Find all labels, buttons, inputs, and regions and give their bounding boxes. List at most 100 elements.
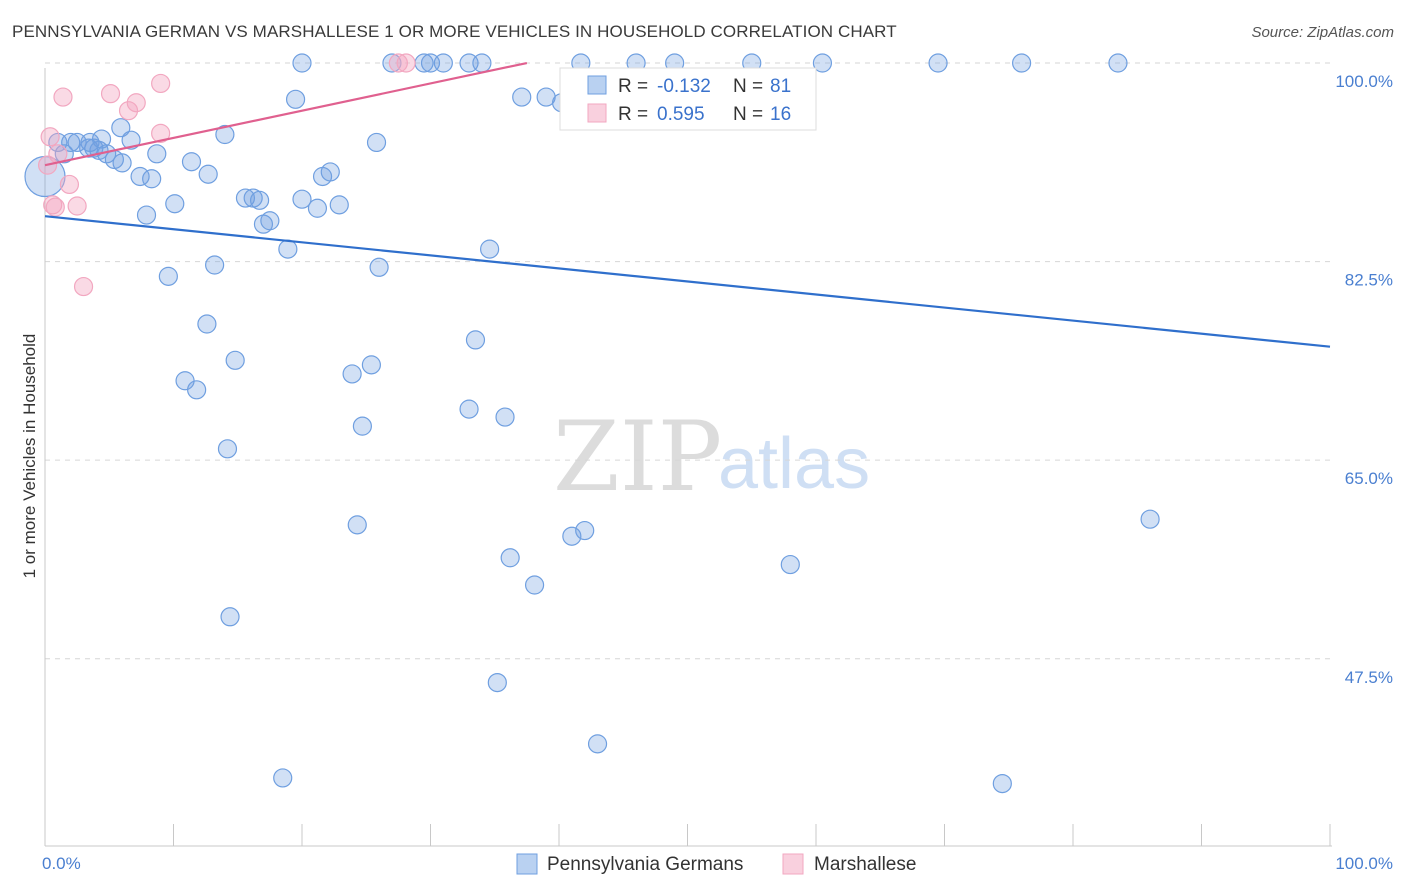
chart-title: PENNSYLVANIA GERMAN VS MARSHALLESE 1 OR …: [12, 22, 897, 41]
point-marshallese: [388, 53, 408, 73]
point-pennsylvania-germans: [366, 132, 387, 153]
point-pennsylvania-germans: [205, 255, 225, 275]
series-legend-swatch-pennsylvania-germans: [516, 853, 538, 875]
watermark-atlas: atlas: [718, 424, 870, 504]
legend-swatch-pink: [587, 103, 607, 123]
point-pennsylvania-germans: [812, 53, 833, 73]
x-tick-label-min: 0.0%: [42, 854, 81, 873]
point-marshallese: [126, 93, 146, 113]
point-pennsylvania-germans: [130, 166, 150, 187]
point-pennsylvania-germans: [780, 554, 800, 575]
point-marshallese: [43, 195, 63, 215]
point-pennsylvania-germans: [292, 53, 312, 73]
series-legend: Pennsylvania Germans Marshallese: [516, 853, 916, 875]
y-tick-label: 82.5%: [1345, 271, 1393, 290]
point-pennsylvania-germans: [329, 195, 349, 215]
point-pennsylvania-germans: [61, 132, 81, 153]
point-pennsylvania-germans: [342, 364, 362, 384]
point-pennsylvania-germans: [136, 205, 157, 225]
point-pennsylvania-germans: [215, 124, 235, 145]
point-marshallese: [151, 73, 171, 94]
legend-n-value-1: 81: [770, 76, 791, 97]
point-pennsylvania-germans: [459, 399, 479, 419]
point-marshallese: [53, 87, 73, 107]
legend-swatch-blue: [587, 75, 607, 95]
x-tick-label-max: 100.0%: [1335, 854, 1393, 873]
point-marshallese: [118, 101, 139, 121]
point-pennsylvania-germans: [1011, 53, 1032, 73]
point-pennsylvania-germans: [1108, 53, 1128, 73]
watermark-zip: ZIP: [553, 401, 722, 513]
point-marshallese: [100, 84, 121, 104]
y-axis-label: 1 or more Vehicles in Household: [20, 334, 39, 579]
point-pennsylvania-germans: [465, 330, 486, 350]
point-pennsylvania-germans: [1140, 509, 1160, 529]
series-legend-label-marshallese: Marshallese: [814, 854, 916, 875]
point-pennsylvania-germans: [575, 520, 595, 541]
y-tick-label: 65.0%: [1345, 469, 1393, 488]
legend-n-label-2: N =: [733, 104, 763, 125]
point-pennsylvania-germans: [187, 380, 207, 400]
point-pennsylvania-germans: [278, 239, 298, 259]
point-pennsylvania-germans: [121, 130, 141, 150]
point-pennsylvania-germans: [500, 548, 520, 568]
point-marshallese: [396, 53, 416, 73]
point-pennsylvania-germans: [112, 153, 132, 173]
point-pennsylvania-germans: [147, 144, 167, 164]
point-pennsylvania-germans: [414, 53, 434, 73]
point-pennsylvania-germans: [217, 439, 238, 459]
stats-legend: R = -0.132 N = 81 R = 0.595 N = 16: [559, 67, 817, 131]
point-pennsylvania-germans: [142, 169, 162, 189]
point-pennsylvania-germans: [512, 87, 532, 107]
point-pennsylvania-germans: [165, 194, 185, 214]
point-pennsylvania-germans: [54, 144, 74, 164]
point-pennsylvania-germans: [487, 672, 507, 693]
point-pennsylvania-germans: [235, 188, 256, 208]
point-pennsylvania-germans: [307, 198, 328, 218]
y-tick-labels: 100.0% 82.5% 65.0% 47.5%: [1335, 72, 1393, 687]
series-legend-label-pennsylvania-germans: Pennsylvania Germans: [547, 854, 743, 875]
point-pennsylvania-germans: [225, 350, 245, 370]
point-pennsylvania-germans: [181, 152, 202, 172]
point-pennsylvania-germans: [587, 734, 608, 754]
legend-r-value-2: 0.595: [657, 104, 705, 125]
point-pennsylvania-germans: [524, 575, 545, 595]
legend-r-label-1: R =: [618, 76, 648, 97]
point-marshallese: [45, 197, 65, 217]
point-pennsylvania-germans: [992, 773, 1012, 794]
point-pennsylvania-germans: [495, 407, 515, 427]
point-pennsylvania-germans: [352, 416, 372, 436]
point-marshallese: [151, 123, 171, 143]
point-pennsylvania-germans: [197, 314, 217, 334]
point-pennsylvania-germans: [285, 89, 306, 109]
point-pennsylvania-germans: [158, 266, 178, 286]
point-pennsylvania-germans: [220, 607, 240, 627]
trendline-marshallese: [44, 61, 528, 167]
y-tick-label: 100.0%: [1335, 72, 1393, 91]
point-marshallese: [59, 174, 80, 195]
point-pennsylvania-germans: [249, 190, 270, 210]
point-pennsylvania-germans: [273, 768, 293, 788]
point-pennsylvania-germans: [260, 211, 280, 231]
point-pennsylvania-germans: [928, 53, 948, 73]
x-axis-ticks: [44, 824, 1331, 846]
point-pennsylvania-germans: [320, 162, 340, 182]
point-marshallese: [73, 276, 94, 297]
point-pennsylvania-germans: [382, 53, 402, 73]
point-pennsylvania-germans: [480, 239, 500, 259]
series-legend-swatch-marshallese: [782, 853, 804, 875]
point-pennsylvania-germans: [361, 355, 381, 375]
point-pennsylvania-germans: [198, 164, 218, 184]
chart-source: Source: ZipAtlas.com: [1251, 24, 1394, 41]
point-marshallese: [67, 196, 87, 216]
point-pennsylvania-germans: [347, 515, 367, 535]
legend-n-value-2: 16: [770, 104, 791, 125]
scatter-points: [24, 53, 1160, 794]
point-pennsylvania-germans: [292, 189, 312, 209]
point-pennsylvania-germans: [472, 53, 492, 73]
trendlines: [44, 61, 1331, 348]
y-tick-label: 47.5%: [1345, 668, 1393, 687]
point-marshallese: [40, 127, 60, 147]
gridlines: [45, 62, 1330, 660]
